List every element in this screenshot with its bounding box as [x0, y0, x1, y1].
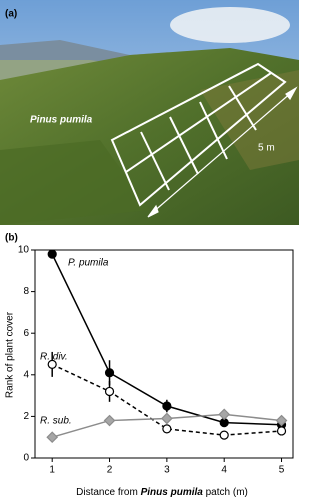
marker [162, 401, 172, 411]
plot-frame [34, 249, 294, 459]
series-label: P. pumila [68, 258, 109, 269]
series-label: R. div. [40, 352, 68, 363]
marker [104, 368, 115, 378]
shrubs [0, 140, 150, 225]
marker [47, 359, 57, 369]
y-axis-label: Rank of plant cover [5, 311, 16, 398]
cloud [170, 7, 290, 43]
plot-grid [110, 62, 287, 207]
photo: (a) Pinus pumila 5 m [0, 0, 299, 225]
y-tick-label: 0 [23, 453, 29, 464]
marker [104, 386, 115, 397]
series-line [51, 253, 282, 426]
panel-label: (b) [5, 233, 18, 244]
series-line [51, 363, 282, 436]
x-tick-label: 4 [221, 465, 227, 476]
marker [46, 431, 59, 444]
marker [103, 414, 116, 427]
marker [219, 430, 229, 440]
panel-label: (a) [5, 9, 17, 20]
x-axis-label: Distance from Pinus pumila patch (m) [76, 487, 248, 498]
figure: (a) Pinus pumila 5 m (b) Rank of plant c… [0, 0, 299, 498]
x-tick-label: 2 [107, 465, 113, 476]
plant-label: Pinus pumila [30, 115, 93, 126]
x-tick-label: 5 [279, 465, 285, 476]
marker [47, 249, 57, 259]
marker [162, 424, 172, 434]
y-tick-label: 6 [23, 328, 29, 339]
y-tick-label: 10 [18, 245, 30, 256]
series-label: R. sub. [40, 416, 72, 427]
marker [161, 412, 173, 425]
x-tick-label: 1 [49, 465, 55, 476]
marker [218, 408, 231, 421]
y-tick-label: 4 [23, 369, 29, 380]
x-axis-label-part: Distance from [76, 487, 140, 498]
scale-arrow [147, 86, 298, 218]
marker [275, 414, 288, 427]
scale-label: 5 m [258, 143, 275, 154]
x-axis-label-part: Pinus pumila [141, 487, 204, 498]
y-tick-label: 8 [23, 286, 29, 297]
x-tick-label: 3 [164, 465, 170, 476]
y-tick-label: 2 [23, 411, 29, 422]
x-axis-label-part: patch (m) [203, 487, 248, 498]
marker [276, 426, 287, 436]
